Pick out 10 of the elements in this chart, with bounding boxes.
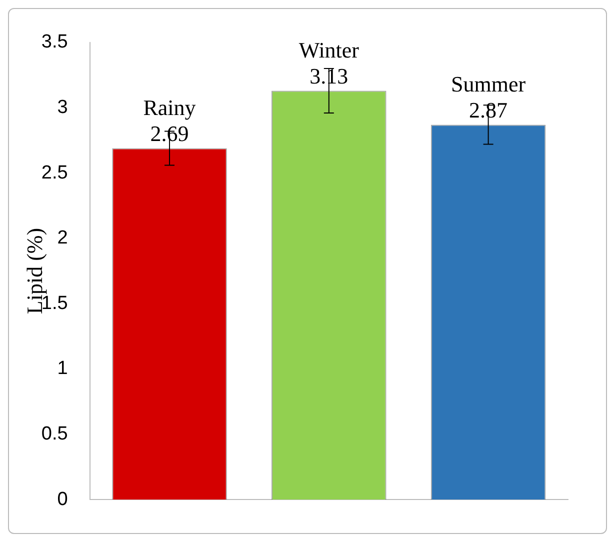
y-tick-label: 2.5 [41,162,68,184]
x-tick-label: Winter [298,38,360,63]
x-tick-label: Rainy [143,94,196,120]
x-tick-label: Summer [451,71,526,96]
y-tick-label: 0 [57,488,68,510]
y-tick-label: 2 [57,228,68,249]
y-tick-label: 3 [57,96,68,118]
y-tick-label: 3.5 [41,32,68,53]
y-tick-label: 0.5 [41,424,68,445]
y-tick-label: 1 [57,358,68,380]
